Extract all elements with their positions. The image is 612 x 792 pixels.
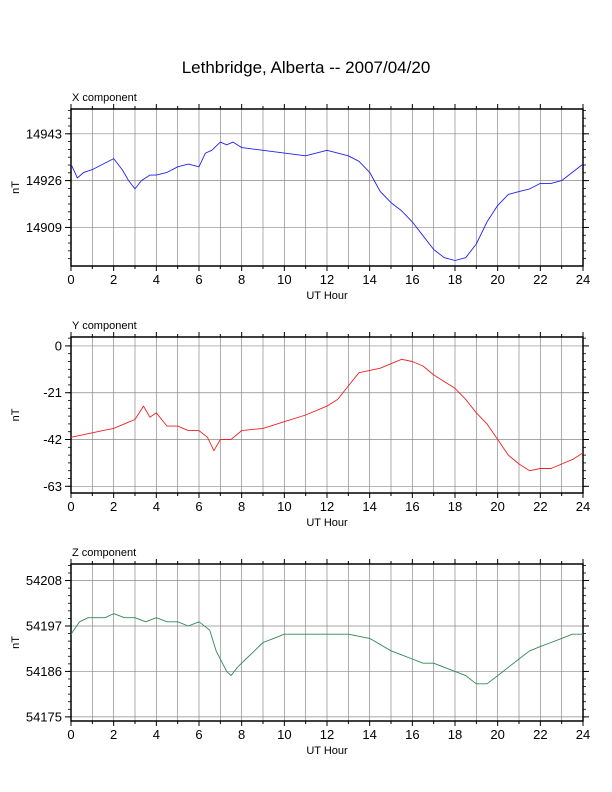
- y-x-tick-label: 10: [277, 499, 291, 514]
- z-component-title: Z component: [72, 547, 136, 559]
- y-x-tick-label: 14: [362, 499, 376, 514]
- x-y-tick-label: 14943: [26, 126, 62, 141]
- x-x-tick-label: 22: [533, 272, 547, 287]
- x-x-tick-label: 0: [67, 272, 74, 287]
- x-x-tick-label: 12: [320, 272, 334, 287]
- z-x-tick-label: 2: [110, 727, 117, 742]
- x-component-title: X component: [72, 92, 137, 104]
- z-y-tick-label: 54197: [26, 618, 62, 633]
- z-x-tick-label: 0: [67, 727, 74, 742]
- y-x-tick-label: 0: [67, 499, 74, 514]
- x-x-tick-label: 10: [277, 272, 291, 287]
- y-y-tick-label: 0: [55, 338, 62, 353]
- y-y-tick-label: -21: [43, 385, 62, 400]
- y-x-tick-label: 20: [490, 499, 504, 514]
- z-x-tick-label: 22: [533, 727, 547, 742]
- z-x-tick-label: 8: [238, 727, 245, 742]
- y-x-tick-label: 2: [110, 499, 117, 514]
- x-y-axis-label: nT: [10, 181, 22, 194]
- x-y-tick-label: 14926: [26, 173, 62, 188]
- z-x-tick-label: 24: [576, 727, 590, 742]
- z-y-tick-label: 54208: [26, 573, 62, 588]
- y-series-line: [70, 358, 584, 472]
- y-component-title: Y component: [72, 320, 137, 332]
- y-y-tick-label: -63: [43, 479, 62, 494]
- z-x-tick-label: 4: [153, 727, 160, 742]
- y-x-tick-label: 12: [320, 499, 334, 514]
- z-y-tick-label: 54186: [26, 664, 62, 679]
- z-y-axis-label: nT: [10, 636, 22, 649]
- z-x-tick-label: 18: [448, 727, 462, 742]
- y-x-tick-label: 24: [576, 499, 590, 514]
- y-x-tick-label: 18: [448, 499, 462, 514]
- y-x-tick-label: 8: [238, 499, 245, 514]
- x-x-tick-label: 16: [405, 272, 419, 287]
- x-x-tick-label: 4: [153, 272, 160, 287]
- z-x-tick-label: 10: [277, 727, 291, 742]
- x-x-tick-label: 24: [576, 272, 590, 287]
- y-x-tick-label: 6: [195, 499, 202, 514]
- z-x-tick-label: 6: [195, 727, 202, 742]
- page-title: Lethbridge, Alberta -- 2007/04/20: [181, 58, 431, 77]
- x-x-tick-label: 6: [195, 272, 202, 287]
- x-x-tick-label: 20: [490, 272, 504, 287]
- y-y-axis-label: nT: [10, 408, 22, 421]
- z-series-line: [70, 613, 583, 685]
- x-x-tick-label: 14: [362, 272, 376, 287]
- z-y-tick-label: 54175: [26, 709, 62, 724]
- z-x-tick-label: 12: [320, 727, 334, 742]
- z-x-tick-label: 14: [362, 727, 376, 742]
- y-x-tick-label: 22: [533, 499, 547, 514]
- x-series-line: [70, 141, 584, 261]
- z-x-axis-label: UT Hour: [306, 745, 348, 757]
- y-x-axis-label: UT Hour: [306, 517, 348, 529]
- y-y-tick-label: -42: [43, 432, 62, 447]
- x-x-tick-label: 18: [448, 272, 462, 287]
- z-x-tick-label: 20: [490, 727, 504, 742]
- x-x-axis-label: UT Hour: [306, 290, 348, 302]
- z-x-tick-label: 16: [405, 727, 419, 742]
- x-x-tick-label: 2: [110, 272, 117, 287]
- x-y-tick-label: 14909: [26, 220, 62, 235]
- x-x-tick-label: 8: [238, 272, 245, 287]
- y-x-tick-label: 4: [153, 499, 160, 514]
- y-x-tick-label: 16: [405, 499, 419, 514]
